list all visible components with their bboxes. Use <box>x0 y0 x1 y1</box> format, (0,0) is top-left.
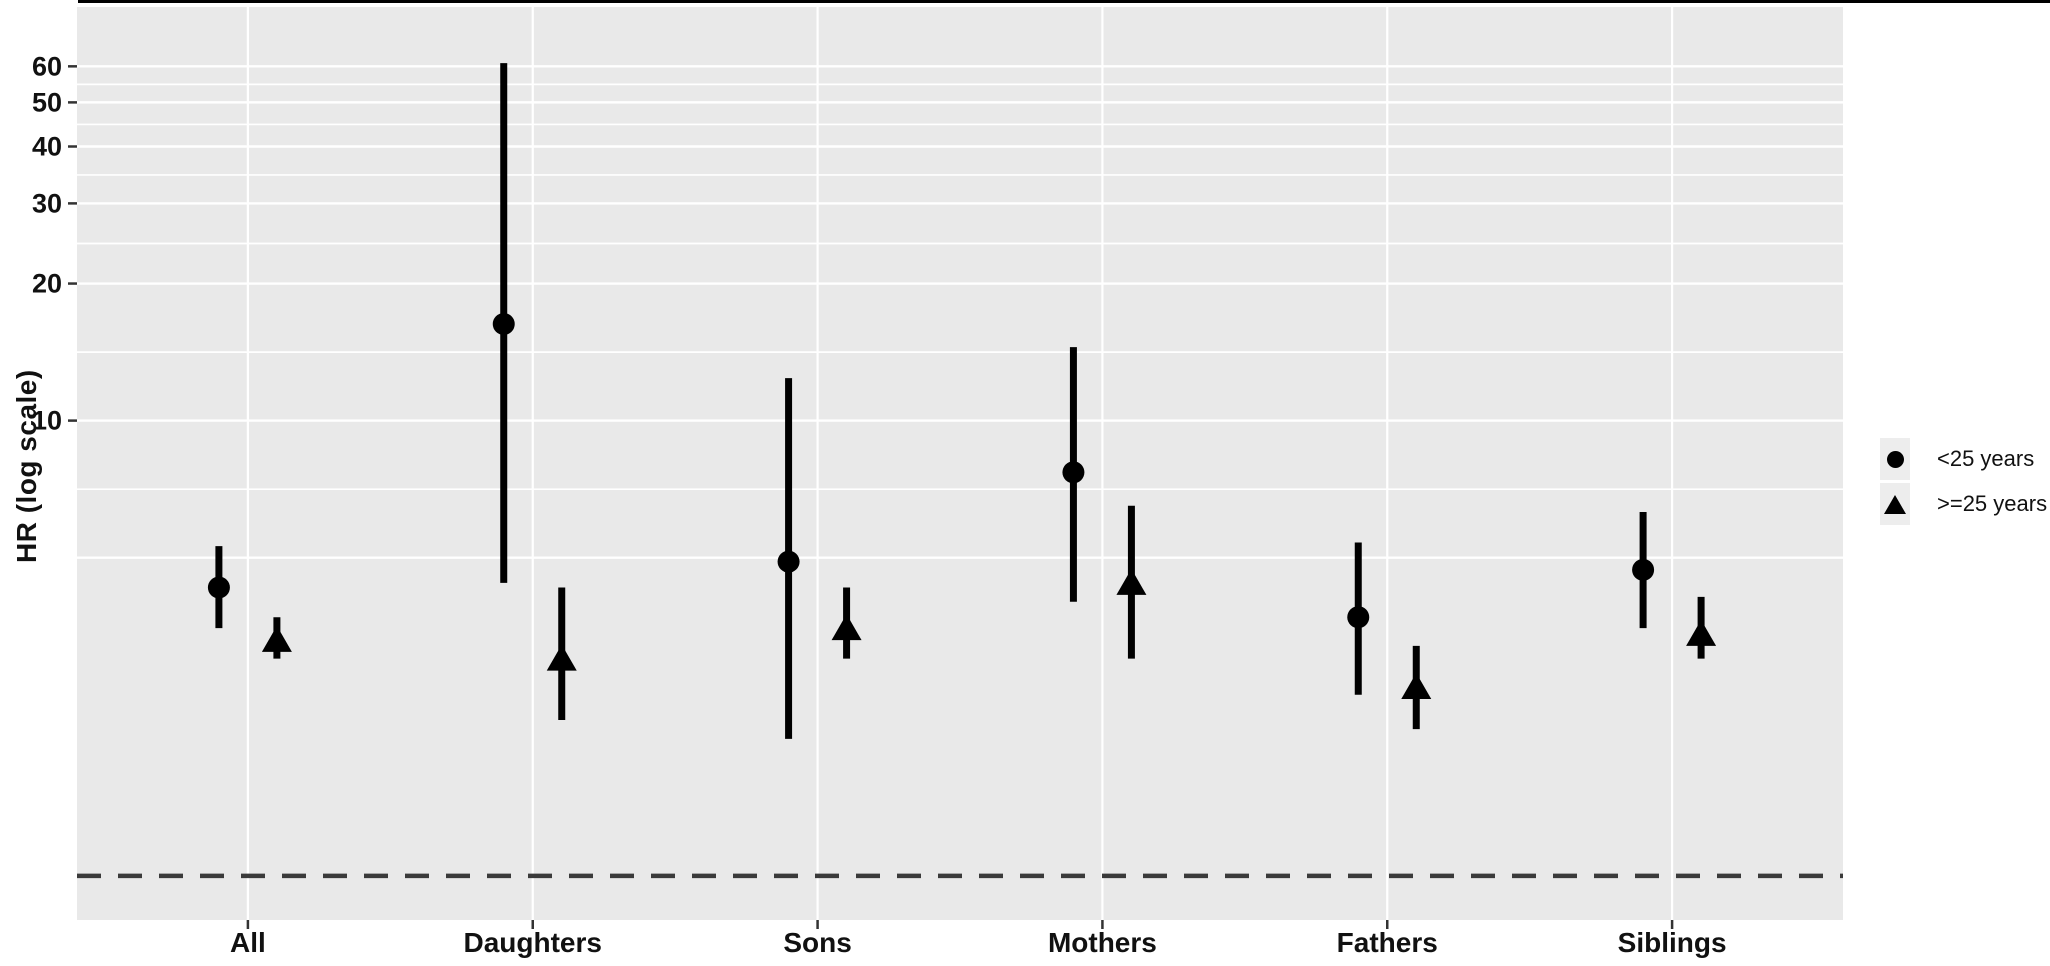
point-marker-triangle <box>546 644 577 671</box>
legend-label-over-25: >=25 years <box>1937 491 2048 516</box>
point-marker-triangle <box>1116 568 1147 595</box>
point-marker-circle <box>207 576 230 599</box>
x-tick-label: Daughters <box>464 927 602 958</box>
y-tick-label: 20 <box>32 269 62 299</box>
x-tick-label: Sons <box>783 927 851 958</box>
point-marker-circle <box>1632 558 1655 581</box>
x-tick-label: Fathers <box>1337 927 1438 958</box>
y-tick-label: 50 <box>32 87 62 117</box>
point-marker-circle <box>492 313 515 336</box>
legend-key-triangle <box>1880 483 1910 525</box>
circle-icon <box>1886 450 1904 468</box>
y-tick-label: 10 <box>32 406 62 436</box>
x-tick-label: Mothers <box>1048 927 1157 958</box>
point-marker-circle <box>777 550 800 573</box>
legend: <25 years >=25 years <box>1880 438 2047 528</box>
legend-item-over-25: >=25 years <box>1880 483 2047 525</box>
y-tick-label: 30 <box>32 188 62 218</box>
point-marker-circle <box>1062 461 1085 484</box>
point-marker-circle <box>1347 606 1370 629</box>
triangle-icon <box>1884 494 1906 514</box>
y-tick-label: 60 <box>32 51 62 81</box>
point-marker-triangle <box>261 625 292 652</box>
x-tick-label: Siblings <box>1618 927 1727 958</box>
legend-key-circle <box>1880 438 1910 480</box>
point-marker-triangle <box>831 614 862 641</box>
point-marker-triangle <box>1686 619 1717 646</box>
y-tick-label: 40 <box>32 132 62 162</box>
figure-top-border <box>78 0 2050 3</box>
point-marker-triangle <box>1401 672 1432 699</box>
legend-label-under-25: <25 years <box>1937 446 2035 471</box>
y-axis-title: HR (log scale) <box>11 369 42 563</box>
panel-background <box>77 7 1843 920</box>
x-tick-label: All <box>230 927 266 958</box>
legend-item-under-25: <25 years <box>1880 438 2047 480</box>
